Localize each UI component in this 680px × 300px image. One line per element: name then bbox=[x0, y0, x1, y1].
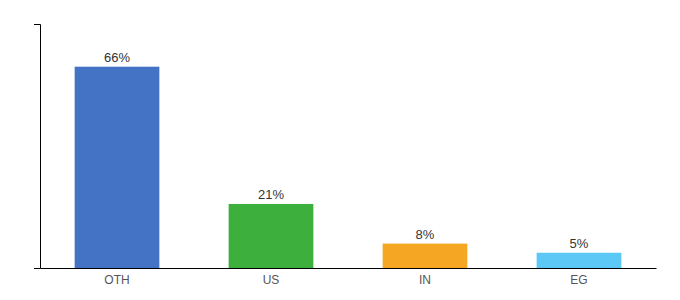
data-label: 8% bbox=[416, 227, 435, 242]
y-axis-line bbox=[34, 25, 41, 269]
x-tick-label: EG bbox=[570, 273, 587, 287]
data-labels: 66% 21% 8% 5% bbox=[104, 50, 589, 251]
x-tick: OTH bbox=[104, 268, 129, 287]
bar bbox=[75, 67, 160, 268]
data-label: 5% bbox=[570, 236, 589, 251]
x-tick-label: US bbox=[263, 273, 280, 287]
x-axis-line bbox=[41, 268, 657, 269]
chart: OTH US IN EG 66% 21% 8% 5% bbox=[0, 0, 680, 300]
data-label: 66% bbox=[104, 50, 130, 65]
x-tick: EG bbox=[570, 268, 587, 287]
x-axis: OTH US IN EG bbox=[41, 268, 657, 287]
bar bbox=[229, 204, 314, 268]
data-label: 21% bbox=[258, 187, 284, 202]
bar bbox=[537, 253, 622, 268]
x-tick: US bbox=[263, 268, 280, 287]
bar bbox=[383, 244, 468, 268]
x-tick: IN bbox=[419, 268, 431, 287]
x-tick-label: IN bbox=[419, 273, 431, 287]
bars bbox=[75, 67, 622, 268]
x-tick-label: OTH bbox=[104, 273, 129, 287]
plot: OTH US IN EG 66% 21% 8% 5% bbox=[34, 25, 657, 287]
y-axis bbox=[34, 25, 41, 269]
